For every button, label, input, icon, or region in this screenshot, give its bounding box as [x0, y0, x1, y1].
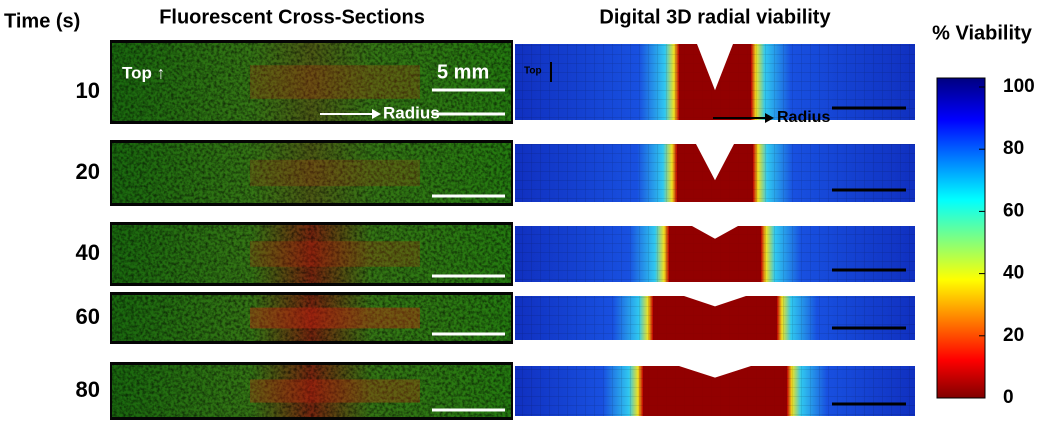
time-label: 10: [76, 78, 100, 103]
colorbar-tick-label: 20: [1003, 325, 1024, 346]
fluorescent-header: Fluorescent Cross-Sections: [159, 6, 425, 28]
colorbar-tick-label: 80: [1003, 138, 1024, 159]
scale-label: 5 mm: [437, 61, 489, 83]
colorbar-tick-label: 0: [1003, 387, 1014, 408]
speckle: [112, 365, 511, 417]
red-band: [250, 307, 420, 329]
time-header: Time (s): [4, 10, 80, 32]
arrow-head: [372, 109, 381, 119]
heatmap-notch: [692, 226, 738, 239]
radius-label: Radius: [383, 103, 440, 122]
colorbar: [936, 77, 986, 399]
speckle: [112, 143, 511, 203]
red-band: [250, 159, 420, 187]
speckle: [112, 225, 511, 283]
time-label: 80: [76, 377, 100, 402]
heatmap-notch: [696, 144, 734, 181]
arrow-head: [765, 113, 774, 123]
colorbar-title: % Viability: [932, 22, 1033, 44]
time-label: 20: [76, 159, 100, 184]
colorbar-tick-label: 40: [1003, 263, 1024, 284]
red-band: [250, 241, 420, 267]
heatmap-notch: [679, 366, 751, 378]
top-label: Top ↑: [122, 63, 165, 82]
heatmap-notch: [684, 296, 746, 307]
radius-label: Radius: [777, 109, 830, 126]
speckle: [112, 43, 511, 121]
colorbar-tick-label: 100: [1003, 76, 1035, 97]
red-band: [250, 65, 420, 99]
digital-header: Digital 3D radial viability: [599, 6, 831, 28]
red-band: [250, 379, 420, 403]
top-label: Top: [524, 66, 542, 77]
colorbar-tick-label: 60: [1003, 200, 1024, 221]
time-label: 40: [76, 240, 100, 265]
heatmap-notch: [697, 44, 733, 91]
time-label: 60: [76, 304, 100, 329]
